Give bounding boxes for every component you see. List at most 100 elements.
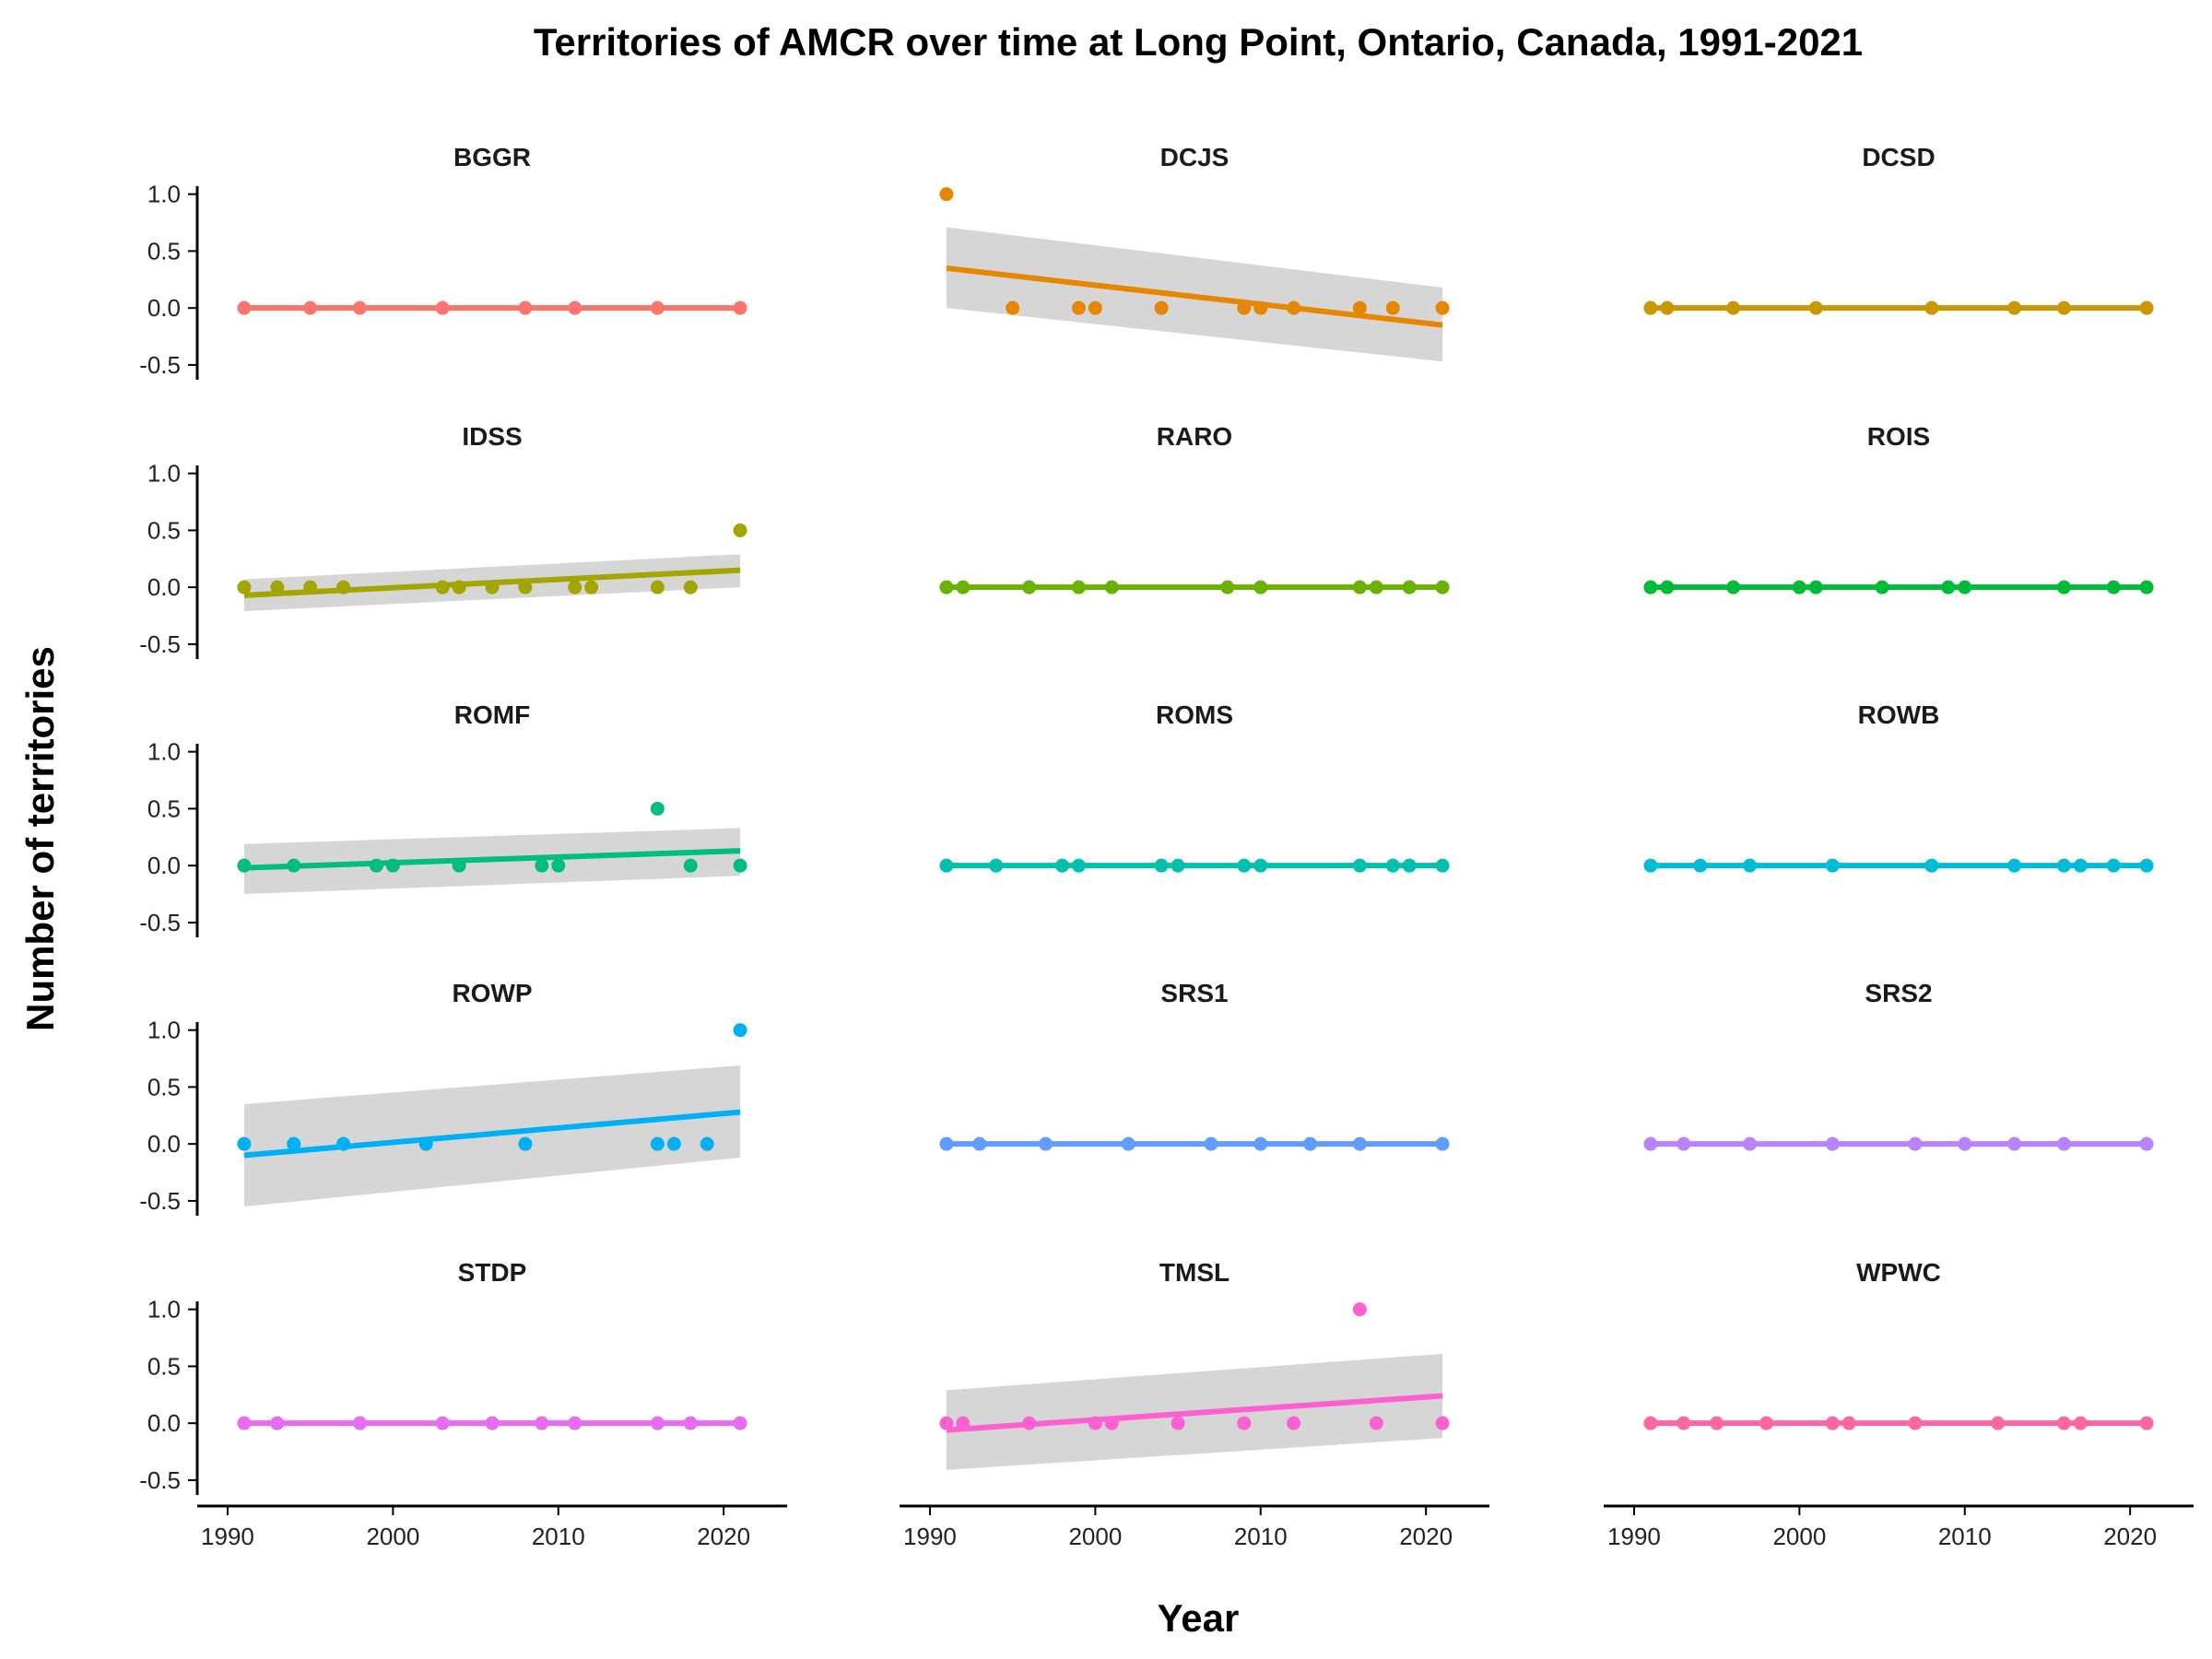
data-point — [1237, 1416, 1252, 1430]
panel-bggr: BGGR -0.5 0.0 0.5 1.0 — [139, 143, 747, 380]
trend-line — [243, 1109, 741, 1159]
panels-layer: BGGR -0.5 0.0 0.5 1.0 DCJS DCSD IDSS -0.5 0.0 0.5 1… — [139, 143, 2194, 1550]
panel-label: BGGR — [453, 143, 531, 171]
data-point — [939, 187, 954, 202]
y-tick-label: 1.0 — [147, 1017, 181, 1044]
panel-romf: ROMF -0.5 0.0 0.5 1.0 — [139, 700, 747, 937]
y-tick-label: -0.5 — [139, 351, 181, 379]
data-point — [733, 523, 747, 537]
panel-srs1: SRS1 — [939, 979, 1450, 1151]
data-point — [1006, 300, 1020, 315]
data-point — [535, 858, 549, 873]
x-tick-label: 1990 — [201, 1523, 254, 1550]
x-tick-label: 2010 — [1234, 1523, 1288, 1550]
data-point — [1369, 1416, 1383, 1430]
y-tick-label: 0.5 — [147, 794, 181, 822]
x-tick-label: 2000 — [1772, 1523, 1826, 1550]
data-point — [939, 1416, 954, 1430]
data-point — [584, 580, 599, 594]
chart-title: Territories of AMCR over time at Long Po… — [534, 20, 1863, 64]
data-point — [237, 1136, 252, 1151]
trend-line — [946, 1393, 1443, 1433]
y-axis-title: Number of territories — [18, 646, 62, 1031]
data-point — [1071, 300, 1086, 315]
panel-stdp: STDP -0.5 0.0 0.5 1.0 1990 2000 2010 2020 — [139, 1258, 787, 1550]
data-point — [1435, 1416, 1450, 1430]
panel-label: TMSL — [1159, 1258, 1230, 1287]
y-tick-label: 1.0 — [147, 738, 181, 766]
panel-label: ROIS — [1867, 422, 1930, 451]
data-point — [518, 1136, 533, 1151]
trend-line — [946, 265, 1443, 328]
y-tick-label: 0.0 — [147, 852, 181, 879]
data-point — [733, 858, 747, 873]
panel-label: SRS2 — [1865, 979, 1932, 1007]
panel-dcjs: DCJS — [939, 143, 1450, 362]
panel-label: WPWC — [1856, 1258, 1941, 1287]
y-tick-label: 0.0 — [147, 294, 181, 322]
trend-line — [243, 848, 741, 871]
data-point — [1385, 300, 1400, 315]
data-point — [1352, 1302, 1367, 1317]
data-point — [551, 858, 566, 873]
panel-label: ROWB — [1858, 700, 1940, 729]
x-tick-label: 2000 — [1068, 1523, 1122, 1550]
x-tick-label: 2020 — [1399, 1523, 1453, 1550]
x-axis-title: Year — [1158, 1596, 1240, 1640]
panel-srs2: SRS2 — [1643, 979, 2154, 1151]
panel-label: RARO — [1157, 422, 1232, 451]
y-tick-label: 0.5 — [147, 237, 181, 265]
y-tick-label: 1.0 — [147, 181, 181, 208]
panel-label: ROWP — [452, 979, 532, 1007]
data-point — [683, 580, 698, 594]
data-point — [1154, 300, 1169, 315]
x-tick-label: 2020 — [697, 1523, 750, 1550]
x-tick-label: 2010 — [532, 1523, 585, 1550]
panel-roms: ROMS — [939, 700, 1450, 873]
data-point — [287, 1136, 301, 1151]
data-point — [650, 1136, 665, 1151]
data-point — [666, 1136, 681, 1151]
x-tick-label: 2010 — [1938, 1523, 1992, 1550]
data-point — [1088, 300, 1102, 315]
y-tick-label: -0.5 — [139, 630, 181, 658]
data-point — [650, 801, 665, 816]
panel-dcsd: DCSD — [1643, 143, 2154, 315]
data-point — [568, 580, 582, 594]
panel-label: IDSS — [462, 422, 522, 451]
panel-wpwc: WPWC 1990 2000 2010 2020 — [1604, 1258, 2194, 1550]
x-tick-label: 2020 — [2103, 1523, 2157, 1550]
trend-line — [243, 567, 741, 598]
data-point — [733, 1023, 747, 1038]
data-point — [650, 580, 665, 594]
x-tick-label: 2000 — [366, 1523, 419, 1550]
panel-label: ROMF — [454, 700, 530, 729]
data-point — [683, 858, 698, 873]
data-point — [1287, 1416, 1301, 1430]
panel-raro: RARO — [939, 422, 1450, 594]
data-point — [1352, 300, 1367, 315]
data-point — [237, 580, 252, 594]
data-point — [700, 1136, 714, 1151]
y-tick-label: 1.0 — [147, 1296, 181, 1324]
data-point — [1171, 1416, 1185, 1430]
panel-idss: IDSS -0.5 0.0 0.5 1.0 — [139, 422, 747, 659]
y-tick-label: -0.5 — [139, 1187, 181, 1215]
panel-rois: ROIS — [1643, 422, 2154, 594]
y-tick-label: 0.0 — [147, 1409, 181, 1437]
panel-label: SRS1 — [1160, 979, 1228, 1007]
x-tick-label: 1990 — [903, 1523, 957, 1550]
y-tick-label: 0.0 — [147, 1130, 181, 1158]
panel-label: ROMS — [1156, 700, 1233, 729]
panel-label: STDP — [458, 1258, 527, 1287]
data-point — [1435, 300, 1450, 315]
y-tick-label: 0.0 — [147, 573, 181, 601]
y-tick-label: 0.5 — [147, 1352, 181, 1380]
panel-rowb: ROWB — [1643, 700, 2154, 873]
panel-tmsl: TMSL 1990 2000 2010 2020 — [900, 1258, 1489, 1550]
panel-label: DCJS — [1160, 143, 1230, 171]
panel-rowp: ROWP -0.5 0.0 0.5 1.0 — [139, 979, 747, 1216]
y-tick-label: 0.5 — [147, 516, 181, 544]
y-tick-label: -0.5 — [139, 909, 181, 936]
